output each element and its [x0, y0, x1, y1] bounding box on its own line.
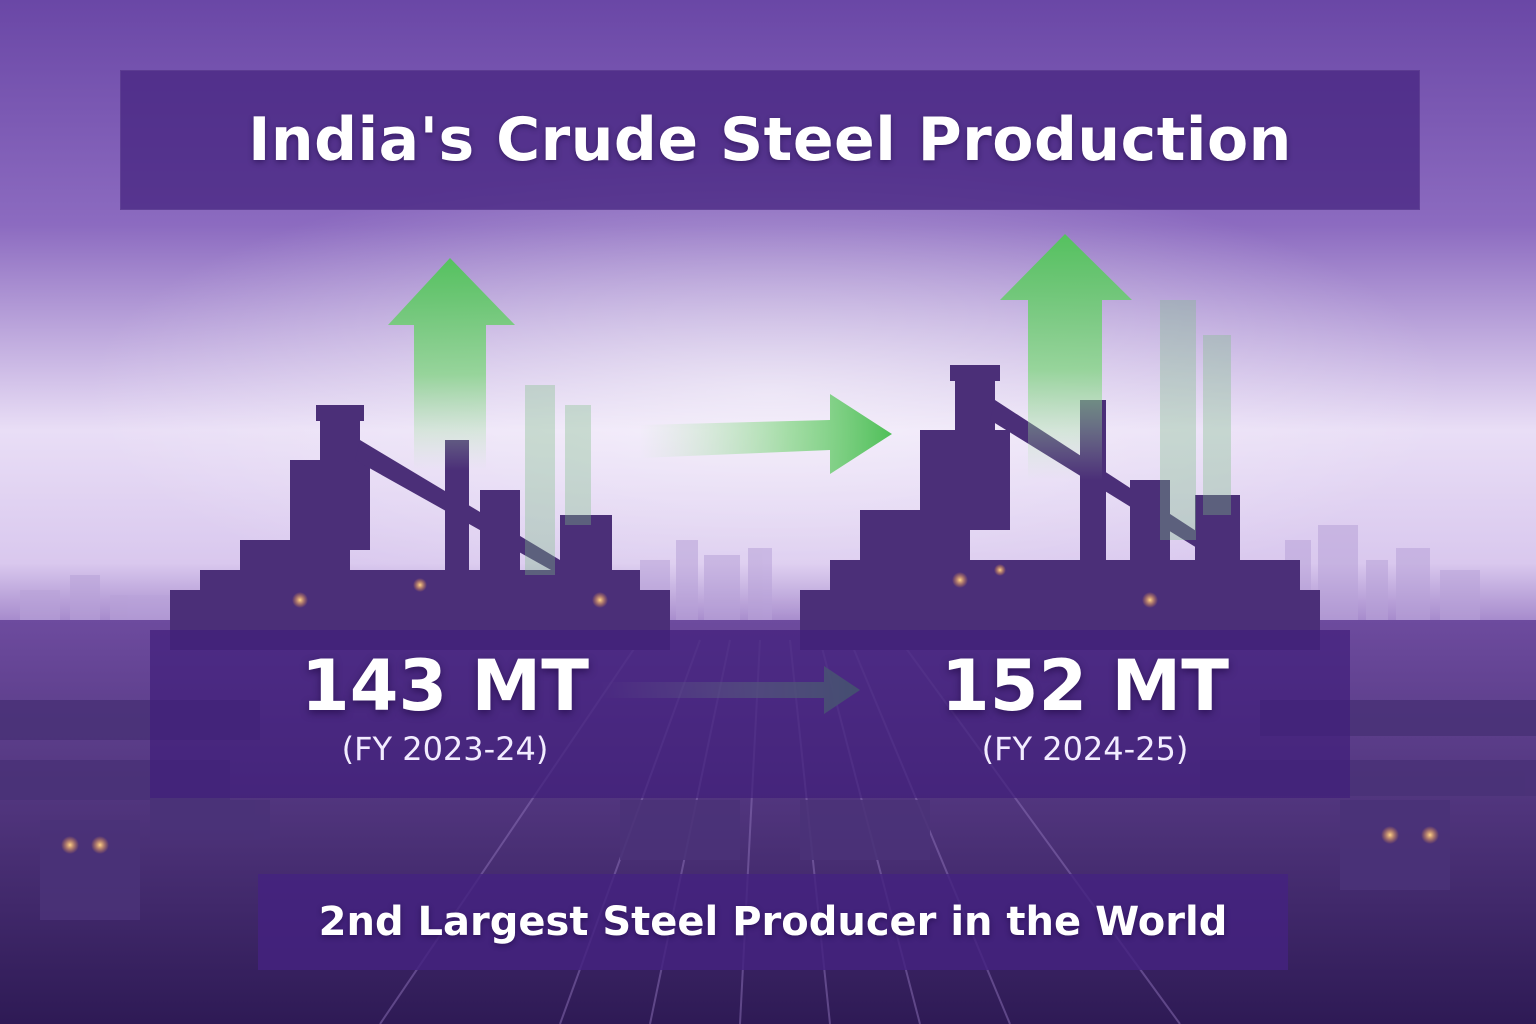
stat-fy-2023-24: 143 MT (FY 2023-24) — [265, 630, 625, 798]
stat-fy-2024-25: 152 MT (FY 2024-25) — [905, 630, 1265, 798]
tagline-banner: 2nd Largest Steel Producer in the World — [258, 874, 1288, 970]
stat-value: 152 MT — [941, 645, 1229, 727]
up-arrow-icon — [1000, 234, 1132, 480]
production-values-panel: 143 MT (FY 2023-24) 152 MT (FY 2024-25) — [150, 630, 1350, 798]
stat-period: (FY 2023-24) — [341, 729, 549, 768]
plant-lights — [61, 564, 1439, 854]
page-title: India's Crude Steel Production — [248, 105, 1292, 175]
right-arrow-icon — [640, 394, 892, 474]
stat-value: 143 MT — [301, 645, 589, 727]
title-banner: India's Crude Steel Production — [120, 70, 1420, 210]
up-arrow-icon — [388, 258, 515, 470]
stat-period: (FY 2024-25) — [981, 729, 1189, 768]
tagline: 2nd Largest Steel Producer in the World — [318, 899, 1228, 945]
